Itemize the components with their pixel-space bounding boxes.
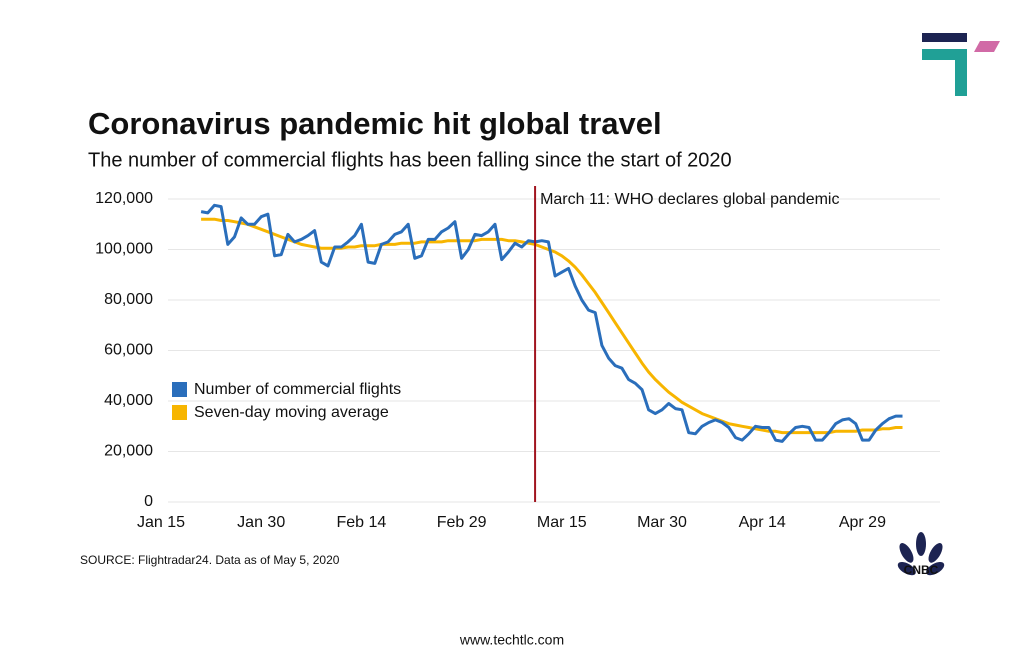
legend-swatch [172,382,187,397]
x-tick-label: Jan 15 [137,514,185,531]
x-tick-label: Feb 29 [437,514,487,531]
legend-label: Seven-day moving average [194,404,389,421]
website: www.techtlc.com [459,632,564,648]
x-tick-label: Feb 14 [336,514,386,531]
x-tick-label: Jan 30 [237,514,285,531]
x-tick-label: Apr 14 [739,514,786,531]
y-tick-label: 40,000 [104,392,153,409]
y-tick-label: 120,000 [95,190,153,207]
logo-bar [955,49,967,96]
x-tick-label: Mar 15 [537,514,587,531]
logo-bar [922,33,967,42]
x-tick-label: Mar 30 [637,514,687,531]
annotation-text: March 11: WHO declares global pandemic [540,191,839,208]
y-tick-label: 0 [144,493,153,510]
brand-logo [897,532,945,576]
legend-label: Number of commercial flights [194,381,401,398]
y-tick-label: 100,000 [95,241,153,258]
logo-bar [922,49,967,60]
source-note: SOURCE: Flightradar24. Data as of May 5,… [80,553,340,567]
chart-title: Coronavirus pandemic hit global travel [88,106,662,141]
y-tick-label: 60,000 [104,342,153,359]
chart-subtitle: The number of commercial flights has bee… [88,149,732,171]
x-tick-label: Apr 29 [839,514,886,531]
brand-text: CNBC [904,563,939,577]
y-tick-label: 20,000 [104,443,153,460]
data-line [200,203,903,443]
logo-shape [974,41,1000,52]
legend-swatch [172,405,187,420]
y-tick-label: 80,000 [104,291,153,308]
